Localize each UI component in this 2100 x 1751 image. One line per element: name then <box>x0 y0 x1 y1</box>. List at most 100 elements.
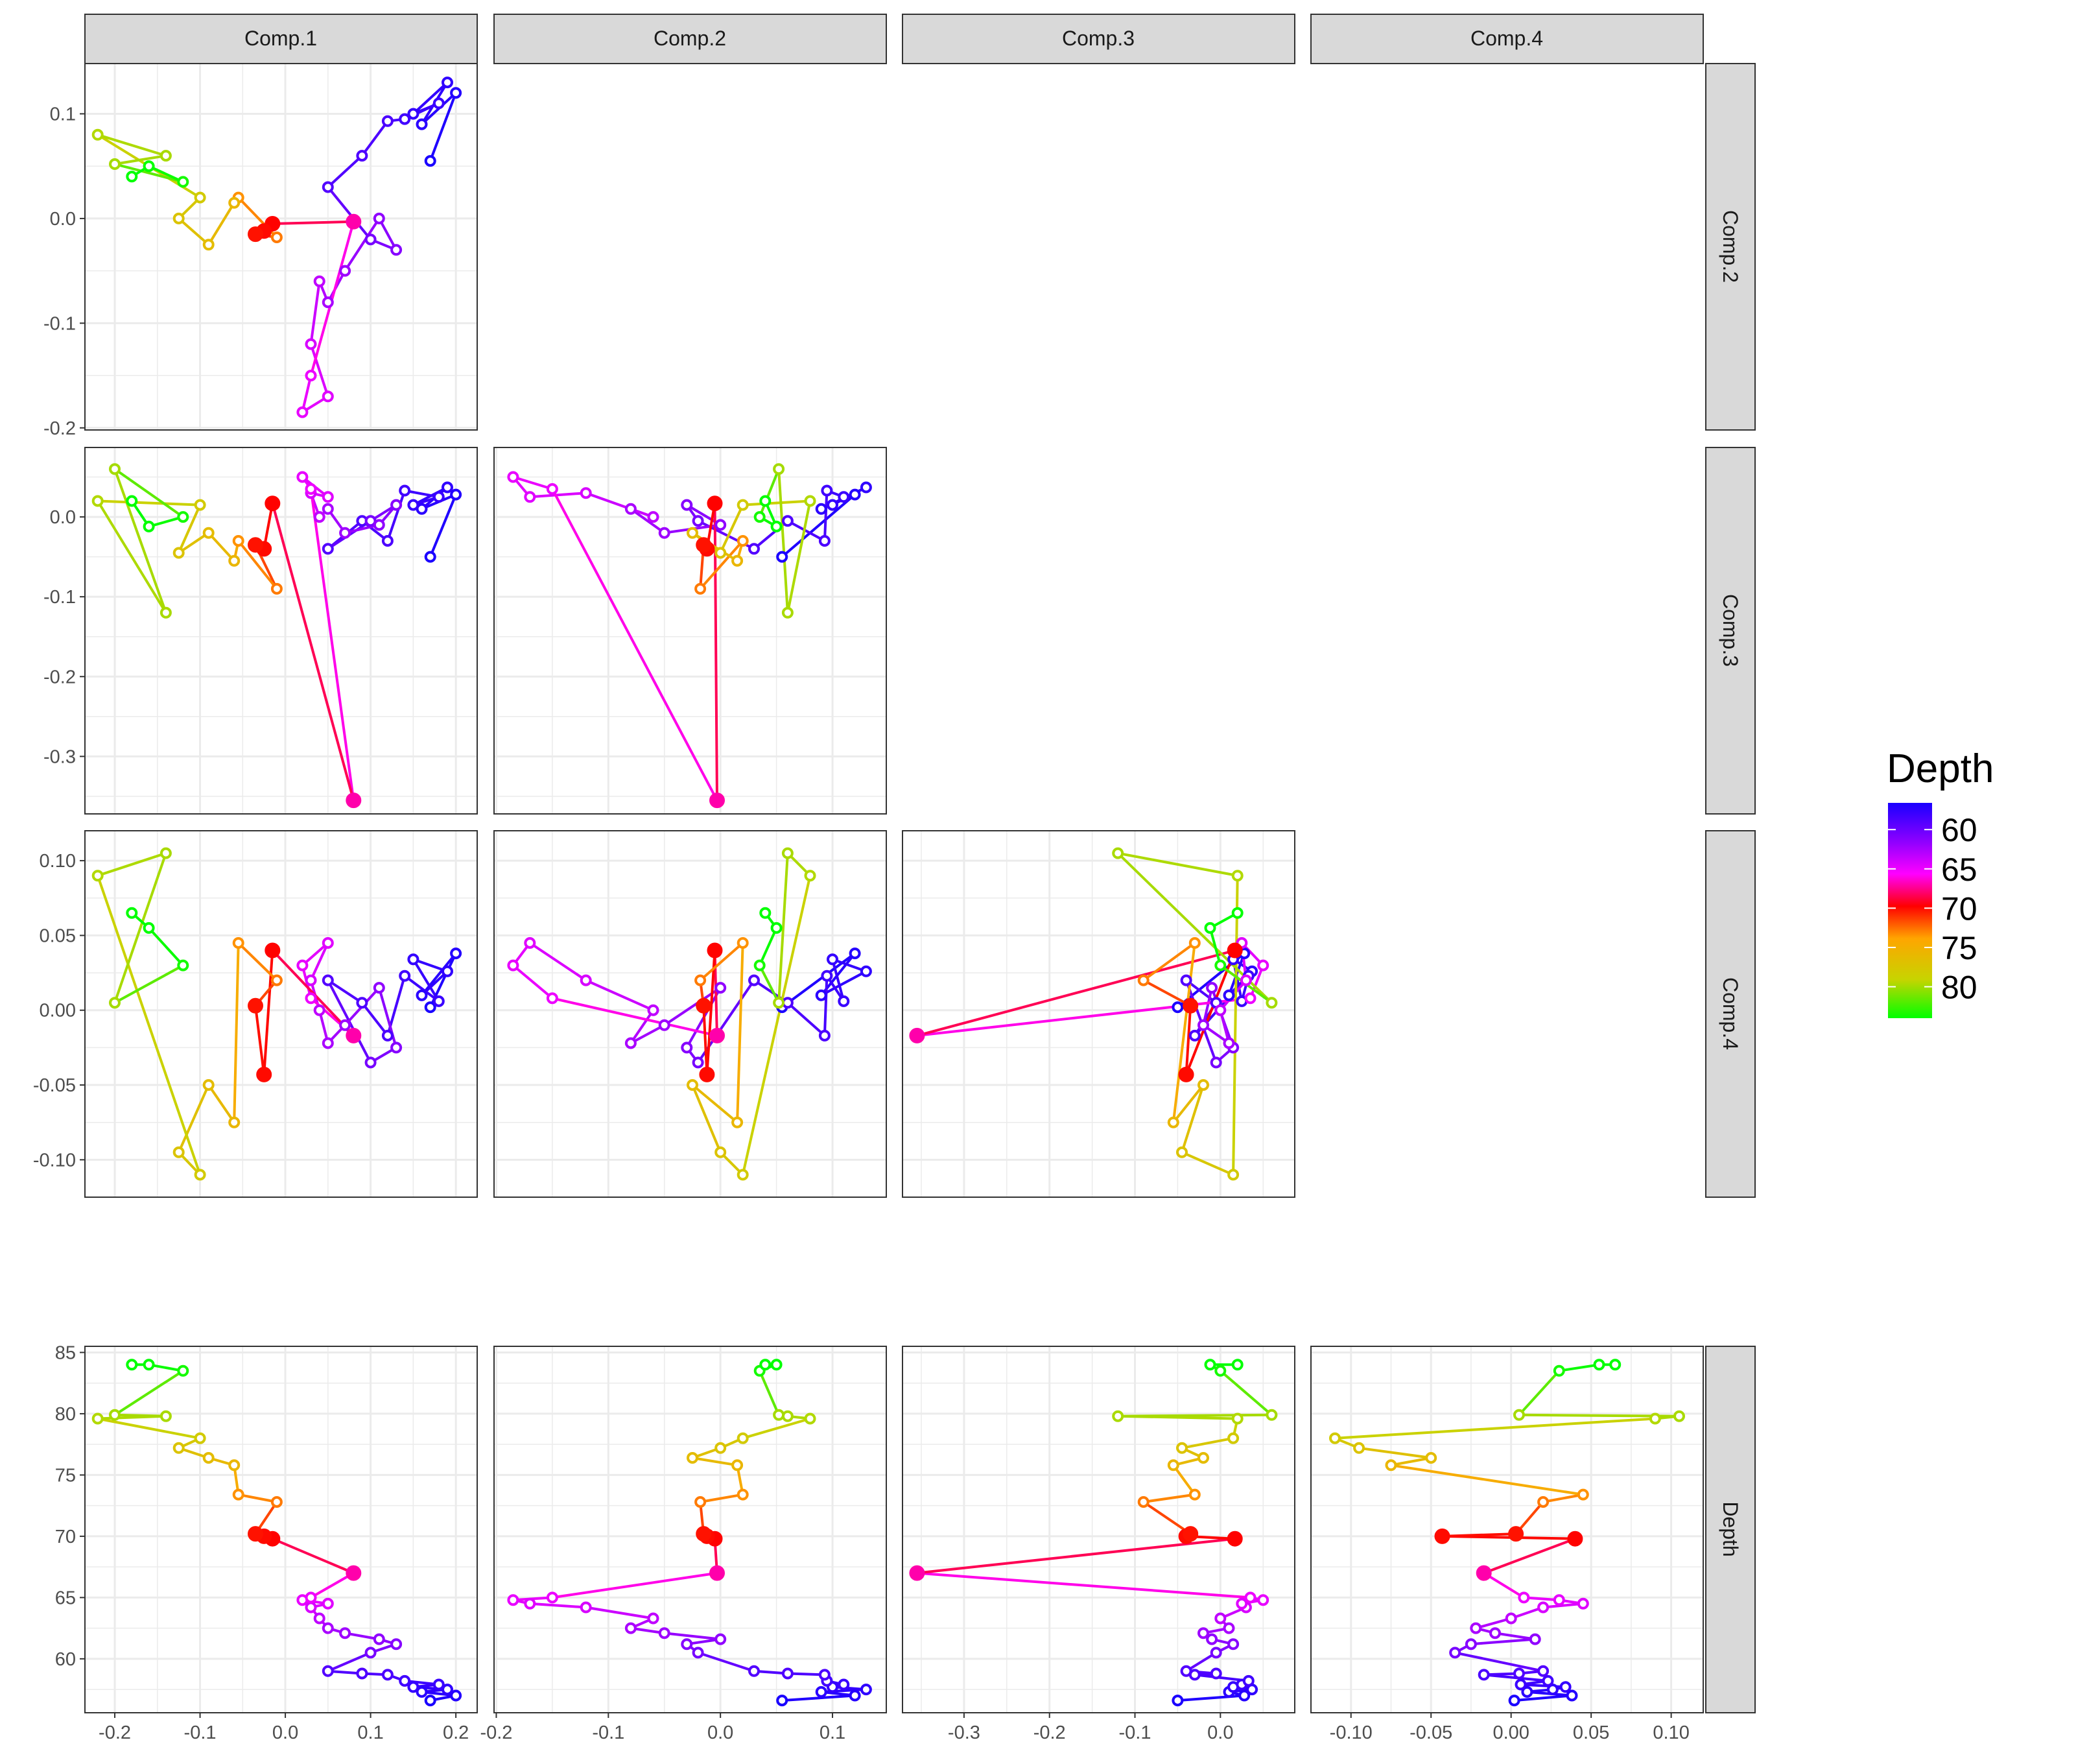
series-segment <box>429 494 457 558</box>
data-point <box>748 974 760 986</box>
series-segment <box>327 1651 372 1673</box>
data-point <box>1425 1452 1437 1464</box>
y-tick-label: -0.10 <box>33 1150 76 1171</box>
data-point <box>770 1359 783 1371</box>
data-point <box>305 1601 317 1614</box>
series-segment <box>233 942 240 1123</box>
panel-background <box>1311 1346 1703 1713</box>
data-point <box>624 1037 637 1049</box>
series-segment <box>1181 1084 1205 1153</box>
series-segment <box>1181 1150 1234 1176</box>
data-point <box>1204 922 1216 934</box>
data-point <box>770 520 783 532</box>
data-point <box>322 1037 334 1049</box>
panel-Comp.2-vs-Comp.3 <box>493 447 887 815</box>
series-segment <box>832 958 867 973</box>
data-point <box>1553 1364 1565 1377</box>
data-point <box>1188 1029 1201 1042</box>
data-point <box>1476 1565 1492 1581</box>
data-point <box>1465 1638 1477 1650</box>
data-point <box>305 370 317 382</box>
panel-background <box>85 1346 477 1713</box>
series-segment <box>781 494 856 558</box>
data-point <box>373 519 385 531</box>
series-segment <box>664 1632 721 1641</box>
data-point <box>748 1665 760 1677</box>
data-point <box>860 965 872 977</box>
data-point <box>714 1146 727 1158</box>
data-point <box>356 997 368 1009</box>
panel-border <box>84 447 478 815</box>
data-point <box>1521 1685 1533 1698</box>
series-segment <box>263 950 274 1075</box>
data-point <box>364 233 377 246</box>
data-point <box>416 1685 428 1698</box>
data-point <box>773 463 785 475</box>
data-point <box>781 847 794 859</box>
series-segment <box>113 1370 184 1416</box>
row-label-3: Comp.4 <box>1719 977 1742 1050</box>
data-point <box>694 582 707 595</box>
series-segment <box>1470 1638 1535 1646</box>
data-point <box>507 471 519 483</box>
data-point <box>1183 997 1199 1014</box>
series-segment <box>1202 987 1214 1026</box>
series-segment <box>96 500 167 613</box>
column-label-2: Comp.2 <box>654 27 726 50</box>
x-tick-label: -0.1 <box>1119 1722 1151 1743</box>
data-point <box>731 1459 744 1471</box>
series-segment <box>113 468 184 518</box>
data-point <box>109 463 121 475</box>
data-point <box>731 1116 744 1128</box>
series-segment <box>1185 1005 1192 1075</box>
data-point <box>424 1001 436 1014</box>
data-point <box>546 483 558 495</box>
data-point <box>228 554 241 567</box>
data-point <box>109 997 121 1009</box>
data-point <box>818 1669 831 1681</box>
data-point <box>781 606 794 619</box>
series-segment <box>360 1001 389 1037</box>
series-segment <box>327 186 372 241</box>
data-point <box>1197 1452 1209 1464</box>
series-segment <box>237 942 278 982</box>
panel-Comp.1-vs-Comp.2: -0.2 -0.1 0.0 0.1 <box>43 63 478 439</box>
data-point <box>1236 1597 1248 1610</box>
data-point <box>524 1597 536 1610</box>
series-segment <box>237 540 278 590</box>
data-point <box>91 495 104 507</box>
data-point <box>1183 1526 1199 1542</box>
data-point <box>373 1633 385 1645</box>
panel-background <box>903 1346 1295 1713</box>
data-point <box>1553 1594 1565 1606</box>
data-point <box>759 495 772 507</box>
data-point <box>177 959 189 971</box>
data-point <box>737 1432 749 1444</box>
data-point <box>442 1684 453 1696</box>
panel-background <box>903 831 1295 1197</box>
legend-tick-label: 75 <box>1941 930 1977 966</box>
series-segment <box>742 1417 811 1440</box>
data-point <box>1478 1669 1490 1681</box>
series-segment <box>1181 1436 1234 1449</box>
data-point <box>1214 1612 1227 1625</box>
data-point <box>313 511 325 523</box>
x-tick-label: 0.1 <box>820 1722 845 1743</box>
data-point <box>390 244 403 256</box>
data-point <box>624 1622 637 1634</box>
data-point <box>1180 1665 1192 1677</box>
series-segment <box>917 1571 1251 1599</box>
data-point <box>416 118 428 130</box>
series-segment <box>1483 1537 1576 1575</box>
data-point <box>1434 1528 1450 1544</box>
y-tick-label: 0.00 <box>40 1001 76 1021</box>
series-segment <box>758 468 780 518</box>
series-segment <box>1209 927 1222 966</box>
data-point <box>322 1665 334 1677</box>
series-segment <box>429 92 457 161</box>
data-point <box>390 1042 403 1054</box>
data-point <box>1206 982 1218 994</box>
series-segment <box>97 133 167 158</box>
series-segment <box>823 975 829 1036</box>
y-tick-label: -0.1 <box>43 587 76 608</box>
